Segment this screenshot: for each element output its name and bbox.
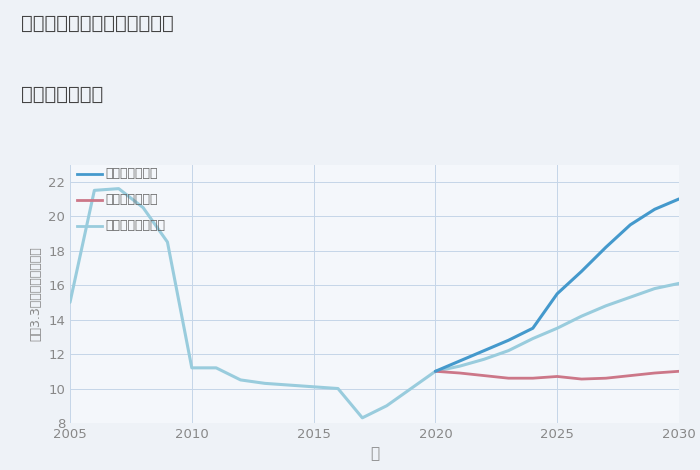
ノーマルシナリオ	[334, 386, 342, 392]
ノーマルシナリオ	[212, 365, 220, 371]
Y-axis label: 坪（3.3㎡）単価（万円）: 坪（3.3㎡）単価（万円）	[29, 246, 43, 341]
ノーマルシナリオ	[188, 365, 196, 371]
バッドシナリオ	[431, 368, 440, 374]
Text: 三重県北牟婁郡紀北町船津の: 三重県北牟婁郡紀北町船津の	[21, 14, 174, 33]
ノーマルシナリオ	[139, 205, 147, 211]
グッドシナリオ	[602, 244, 610, 250]
ノーマルシナリオ	[431, 368, 440, 374]
Line: バッドシナリオ: バッドシナリオ	[435, 371, 679, 379]
バッドシナリオ	[480, 373, 489, 378]
グッドシナリオ	[650, 206, 659, 212]
バッドシナリオ	[675, 368, 683, 374]
Line: グッドシナリオ: グッドシナリオ	[435, 199, 679, 371]
ノーマルシナリオ	[260, 381, 269, 386]
Text: グッドシナリオ: グッドシナリオ	[105, 167, 158, 180]
グッドシナリオ	[480, 348, 489, 353]
ノーマルシナリオ	[309, 384, 318, 390]
グッドシナリオ	[431, 368, 440, 374]
ノーマルシナリオ	[163, 239, 172, 245]
グッドシナリオ	[504, 337, 512, 343]
ノーマルシナリオ	[237, 377, 245, 383]
グッドシナリオ	[675, 196, 683, 202]
ノーマルシナリオ	[407, 386, 415, 392]
ノーマルシナリオ	[382, 403, 391, 408]
ノーマルシナリオ	[358, 415, 367, 421]
バッドシナリオ	[578, 376, 586, 382]
グッドシナリオ	[456, 358, 464, 364]
バッドシナリオ	[626, 373, 634, 378]
グッドシナリオ	[528, 325, 537, 331]
ノーマルシナリオ	[90, 188, 99, 193]
バッドシナリオ	[602, 376, 610, 381]
グッドシナリオ	[578, 268, 586, 274]
X-axis label: 年: 年	[370, 446, 379, 462]
Text: 土地の価格推移: 土地の価格推移	[21, 85, 104, 103]
バッドシナリオ	[553, 374, 561, 379]
バッドシナリオ	[504, 376, 512, 381]
グッドシナリオ	[553, 291, 561, 297]
バッドシナリオ	[456, 370, 464, 376]
Text: バッドシナリオ: バッドシナリオ	[105, 193, 158, 206]
Line: ノーマルシナリオ: ノーマルシナリオ	[70, 188, 435, 418]
バッドシナリオ	[650, 370, 659, 376]
グッドシナリオ	[626, 222, 634, 227]
バッドシナリオ	[528, 376, 537, 381]
ノーマルシナリオ	[285, 382, 293, 388]
Text: ノーマルシナリオ: ノーマルシナリオ	[105, 219, 165, 232]
ノーマルシナリオ	[115, 186, 123, 191]
ノーマルシナリオ	[66, 299, 74, 305]
